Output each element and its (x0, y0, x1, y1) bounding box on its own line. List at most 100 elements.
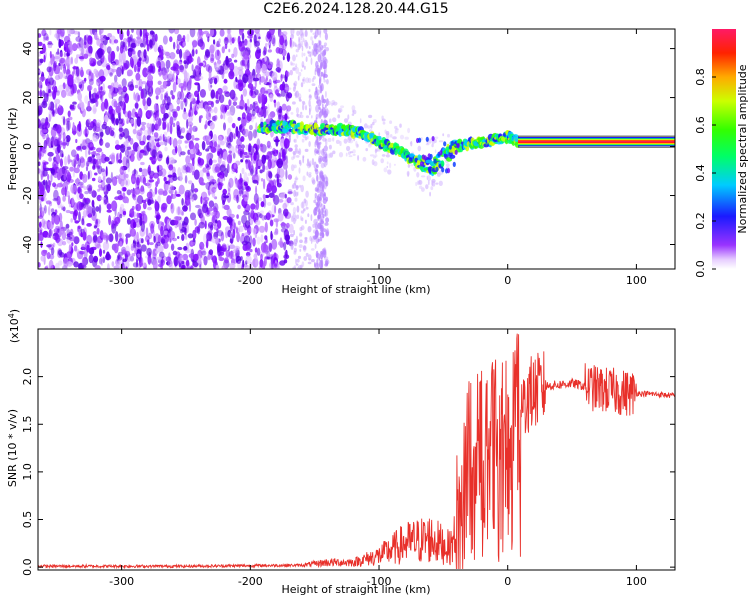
noise-blob (111, 98, 117, 107)
noise-blob (121, 186, 127, 192)
noise-blob (121, 101, 126, 111)
noise-blob (58, 38, 62, 48)
noise-blob (142, 135, 147, 144)
noise-blob (253, 89, 259, 96)
noise-blob (168, 29, 175, 34)
noise-blob (173, 29, 180, 35)
noise-blob (245, 159, 250, 163)
noise-blob (180, 151, 186, 156)
noise-blob (140, 127, 143, 131)
noise-blob (337, 107, 343, 113)
noise-blob (105, 166, 108, 177)
noise-blob (308, 172, 312, 175)
noise-blob (310, 237, 313, 244)
noise-blob (298, 71, 302, 77)
noise-blob (104, 98, 109, 110)
noise-blob (222, 85, 228, 91)
noise-blob (310, 259, 315, 263)
noise-blob (184, 139, 191, 144)
noise-blob (142, 37, 145, 41)
noise-blob (225, 142, 228, 148)
noise-blob (176, 44, 180, 50)
noise-blob (295, 258, 297, 265)
noise-blob (249, 248, 253, 253)
noise-blob (294, 144, 298, 149)
noise-blob (214, 166, 221, 173)
noise-blob (265, 212, 271, 221)
noise-blob (122, 58, 127, 64)
noise-blob (93, 225, 97, 229)
noise-blob (119, 109, 122, 119)
noise-blob (314, 147, 317, 156)
noise-blob (125, 159, 130, 169)
noise-blob (212, 163, 219, 174)
noise-blob (184, 175, 188, 184)
noise-blob (38, 149, 42, 161)
noise-blob (261, 107, 269, 118)
noise-blob (78, 211, 81, 223)
noise-blob (300, 111, 303, 115)
noise-blob (125, 173, 129, 179)
noise-blob (158, 72, 162, 77)
noise-blob (138, 167, 143, 173)
noise-blob (250, 203, 256, 210)
noise-blob (131, 108, 136, 118)
noise-blob (77, 31, 81, 38)
noise-blob (292, 212, 296, 220)
noise-blob (172, 138, 178, 149)
noise-blob (284, 159, 289, 165)
noise-blob (48, 243, 55, 251)
noise-blob (191, 39, 198, 48)
noise-blob (236, 105, 241, 109)
ridge-blob (435, 166, 439, 172)
noise-blob (156, 215, 160, 225)
noise-blob (62, 241, 67, 246)
noise-blob (319, 74, 322, 82)
noise-blob (179, 228, 185, 234)
noise-blob (229, 262, 236, 269)
noise-blob (42, 163, 47, 171)
noise-blob (163, 50, 167, 55)
noise-blob (296, 113, 299, 117)
noise-blob (116, 190, 121, 195)
noise-blob (169, 230, 176, 240)
noise-blob (140, 186, 144, 192)
noise-blob (256, 236, 261, 245)
x-tick-label: -100 (367, 274, 392, 287)
noise-blob (122, 210, 127, 216)
noise-blob (61, 187, 66, 196)
noise-blob (69, 104, 73, 109)
noise-blob (78, 121, 82, 132)
noise-blob (227, 116, 233, 124)
noise-blob (197, 82, 201, 93)
noise-blob (49, 50, 52, 59)
noise-blob (219, 29, 225, 37)
noise-blob (314, 31, 317, 40)
noise-blob (231, 37, 235, 44)
noise-blob (343, 118, 349, 123)
noise-blob (322, 137, 327, 142)
noise-blob (268, 78, 272, 88)
noise-blob (325, 231, 330, 237)
noise-blob (255, 160, 259, 171)
noise-blob (266, 140, 271, 149)
noise-blob (190, 241, 196, 246)
noise-blob (279, 84, 285, 91)
noise-blob (80, 48, 87, 56)
noise-blob (161, 202, 168, 210)
noise-blob (166, 227, 171, 238)
noise-blob (125, 266, 128, 269)
noise-blob (43, 54, 46, 63)
noise-blob (200, 196, 203, 205)
noise-blob (304, 30, 308, 37)
noise-blob (106, 203, 112, 210)
noise-blob (372, 156, 377, 159)
noise-blob (216, 243, 222, 253)
noise-blob (92, 122, 97, 132)
noise-blob (219, 164, 226, 173)
noise-blob (176, 100, 183, 104)
noise-blob (189, 57, 194, 63)
noise-blob (216, 49, 220, 57)
noise-blob (86, 46, 93, 57)
noise-blob (133, 54, 139, 63)
